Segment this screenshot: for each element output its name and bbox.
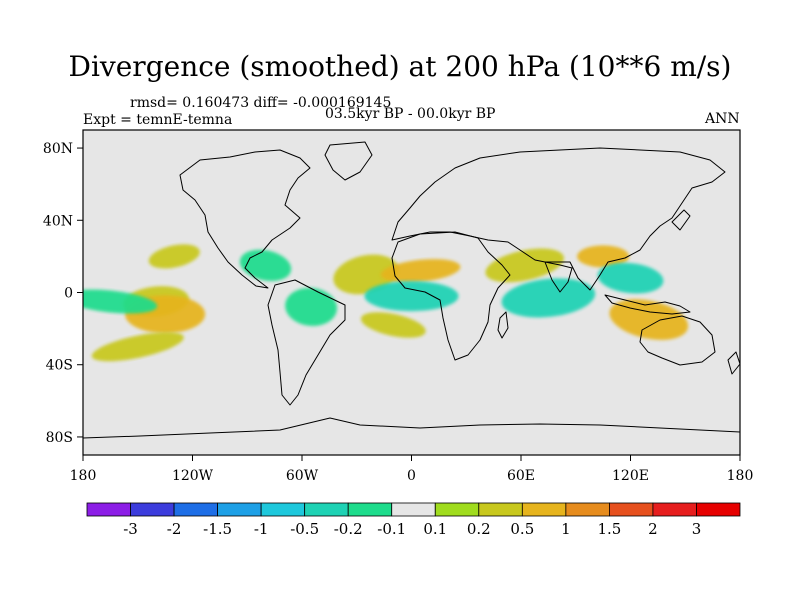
- colorbar-swatch: [565, 502, 610, 517]
- coastlines: [83, 141, 740, 455]
- coastline-africa: [391, 231, 511, 361]
- field-feature: [91, 332, 184, 362]
- coastline-eurasia: [391, 147, 726, 291]
- coastline-japan: [671, 209, 691, 231]
- coastline-new-zealand: [727, 351, 740, 375]
- field-feature: [577, 245, 630, 268]
- colorbar-swatch: [304, 502, 349, 517]
- map-axes: 180 120W 60W 0 60E 120E 180 80N 40N 0 40S 80S: [43, 141, 753, 484]
- colorbar-label: -0.1: [377, 520, 406, 538]
- field-feature: [485, 248, 564, 283]
- colorbar-label: -1.5: [203, 520, 232, 538]
- coastline-south-america: [267, 279, 346, 406]
- y-tick-label: 80N: [43, 141, 73, 157]
- y-tick-label: 80S: [46, 430, 73, 446]
- season-label: ANN: [705, 111, 740, 127]
- y-tick-label: 0: [64, 286, 73, 302]
- field-feature: [148, 244, 200, 269]
- field-feature: [609, 299, 689, 340]
- colorbar-swatch: [86, 502, 131, 517]
- colorbar-label: -0.5: [290, 520, 319, 538]
- coastline-antarctica: [83, 417, 740, 455]
- colorbar-label: 0.2: [467, 520, 491, 538]
- y-tick-label: 40N: [43, 213, 73, 229]
- colorbar-swatch: [173, 502, 219, 517]
- coastline-madagascar: [497, 311, 509, 339]
- field-feature: [285, 287, 338, 326]
- coastline-north-america: [179, 149, 311, 289]
- chart-title: Divergence (smoothed) at 200 hPa (10**6 …: [68, 50, 732, 83]
- field-feature: [364, 281, 459, 312]
- x-tick-label: 120W: [172, 468, 214, 484]
- colorbar-label: 1: [561, 520, 571, 538]
- period-label: 03.5kyr BP - 00.0kyr BP: [325, 106, 496, 122]
- coastline-australia: [639, 315, 716, 366]
- coastline-greenland: [324, 141, 373, 181]
- colorbar-swatch: [217, 502, 262, 517]
- x-tick-label: 180: [70, 468, 97, 484]
- field-feature: [360, 312, 426, 338]
- x-tick-label: 60W: [286, 468, 319, 484]
- colorbar-label: 1.5: [597, 520, 621, 538]
- coastline-india: [544, 261, 573, 293]
- field-feature: [380, 259, 461, 283]
- y-tick-label: 40S: [46, 358, 73, 374]
- colorbar-swatch: [260, 502, 306, 517]
- x-tick-label: 0: [407, 468, 416, 484]
- colorbar-swatch: [696, 502, 741, 517]
- colorbar-label: -1: [254, 520, 269, 538]
- field-feature: [333, 254, 399, 295]
- colorbar: -3 -2 -1.5 -1 -0.5 -0.2 -0.1 0.1 0.2 0.5 1 1.5 2 3: [86, 502, 741, 538]
- colorbar-swatch: [434, 502, 480, 517]
- x-tick-label: 60E: [507, 468, 535, 484]
- field-feature: [239, 249, 292, 282]
- coastline-maritime: [604, 294, 691, 315]
- divergence-field: [83, 244, 689, 362]
- colorbar-swatch: [652, 502, 697, 517]
- stats-label: rmsd= 0.160473 diff= -0.000169145: [130, 95, 392, 111]
- colorbar-swatch: [347, 502, 393, 517]
- colorbar-label: -2: [167, 520, 182, 538]
- colorbar-label: 2: [648, 520, 658, 538]
- colorbar-swatch: [521, 502, 567, 517]
- x-tick-label: 120E: [612, 468, 649, 484]
- colorbar-label: 3: [692, 520, 702, 538]
- colorbar-label: 0.5: [510, 520, 534, 538]
- colorbar-swatch: [391, 502, 436, 517]
- colorbar-label: -0.2: [334, 520, 363, 538]
- colorbar-swatch: [609, 502, 654, 517]
- field-feature: [501, 278, 596, 318]
- colorbar-swatch: [130, 502, 175, 517]
- x-tick-label: 180: [727, 468, 754, 484]
- experiment-label: Expt = temnE-temna: [83, 112, 233, 128]
- colorbar-label: 0.1: [423, 520, 447, 538]
- colorbar-label: -3: [123, 520, 138, 538]
- field-feature: [597, 262, 664, 294]
- colorbar-swatch: [478, 502, 523, 517]
- field-feature: [83, 289, 158, 314]
